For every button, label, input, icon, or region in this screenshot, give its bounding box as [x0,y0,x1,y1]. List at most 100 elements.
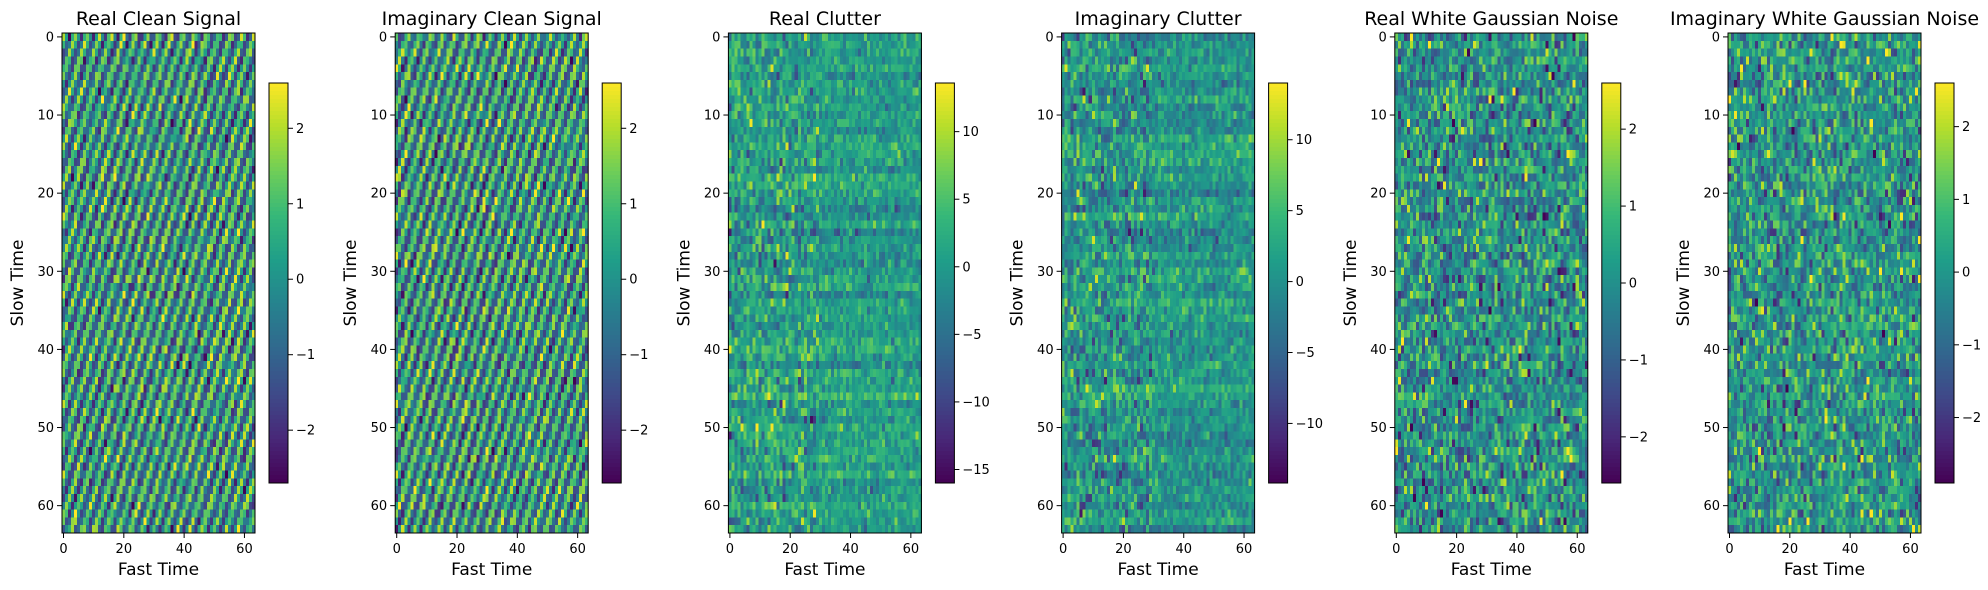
heatmap-cell [62,197,66,206]
heatmap-cell [125,493,129,503]
heatmap-cell [98,236,102,245]
heatmap-cell [173,392,177,401]
heatmap-cell [482,111,487,120]
heatmap-cell [203,493,208,503]
heatmap-cell [128,48,132,57]
heatmap-cell [233,40,238,50]
heatmap-cell [173,454,177,464]
heatmap-cell [473,103,478,112]
heatmap-cell [170,111,174,120]
heatmap-cell [203,95,208,104]
heatmap-cell [104,165,108,175]
heatmap-cell [125,243,129,253]
heatmap-cell [101,470,105,479]
heatmap-cell [89,486,93,495]
heatmap-cell [224,228,229,237]
heatmap-cell [218,314,223,323]
heatmap-cell [80,462,84,471]
heatmap-cell [110,329,114,339]
heatmap-cell [68,142,72,151]
heatmap-cell [182,392,187,401]
heatmap-cell [125,33,129,42]
heatmap-cell [494,48,499,57]
heatmap-cell [491,72,496,81]
heatmap-cell [449,95,453,104]
heatmap-cell [158,95,162,104]
heatmap-cell [185,275,190,284]
heatmap-cell [515,111,520,120]
heatmap-cell [80,486,84,495]
heatmap-cell [113,384,117,393]
heatmap-cell [158,103,162,112]
heatmap-cell [221,204,226,214]
heatmap-cell [488,40,493,50]
heatmap-cell [452,33,456,42]
heatmap-cell [215,126,220,135]
heatmap-cell [200,415,205,425]
heatmap-cell [140,243,144,253]
heatmap-cell [116,283,120,292]
heatmap-cell [89,329,93,339]
heatmap-cell [92,345,96,354]
heatmap-cell [83,478,87,487]
heatmap-cell [74,517,78,526]
heatmap-cell [530,40,535,50]
heatmap-cell [206,470,211,479]
heatmap-cell [125,392,129,401]
heatmap-cell [80,329,84,339]
heatmap-cell [155,228,159,237]
heatmap-cell [431,118,435,128]
heatmap-cell [203,298,208,307]
heatmap-cell [488,118,493,128]
heatmap-cell [134,56,138,65]
heatmap-cell [92,236,96,245]
heatmap-cell [167,290,171,300]
heatmap-cell [98,87,102,96]
heatmap-cell [80,337,84,346]
heatmap-cell [236,150,241,159]
heatmap-cell [179,509,184,518]
heatmap-cell [197,368,202,378]
heatmap-cell [71,87,75,96]
heatmap-cell [197,361,202,370]
heatmap-cell [86,376,90,385]
heatmap-cell [218,251,223,260]
heatmap-cell [125,415,129,425]
heatmap-cell [158,368,162,378]
heatmap-cell [155,87,159,96]
heatmap-cell [140,33,144,42]
heatmap-cell [68,126,72,135]
heatmap-cell [179,134,184,143]
heatmap-cell [179,306,184,315]
heatmap-cell [173,189,177,198]
heatmap-cell [71,400,75,409]
heatmap-cell [236,423,241,432]
heatmap-cell [218,103,223,112]
heatmap-cell [197,220,202,229]
heatmap-cell [137,509,141,518]
heatmap-cell [80,118,84,128]
heatmap-cell [158,283,162,292]
heatmap-cell [122,197,126,206]
heatmap-cell [140,470,144,479]
heatmap-cell [188,72,193,81]
heatmap-cell [95,111,99,120]
heatmap-cell [95,158,99,167]
heatmap-cell [92,290,96,300]
heatmap-cell [74,111,78,120]
heatmap-cell [125,478,129,487]
heatmap-cell [494,72,499,81]
heatmap-cell [224,79,229,89]
heatmap-cell [146,306,150,315]
heatmap-cell [509,103,514,112]
heatmap-cell [395,118,399,128]
heatmap-cell [233,423,238,432]
heatmap-cell [125,353,129,362]
heatmap-cell [158,259,162,268]
colorbar-step [269,203,288,208]
heatmap-cell [113,462,117,471]
heatmap-cell [242,314,247,323]
heatmap-cell [212,493,217,503]
heatmap-cell [125,72,129,81]
heatmap-cell [101,283,105,292]
